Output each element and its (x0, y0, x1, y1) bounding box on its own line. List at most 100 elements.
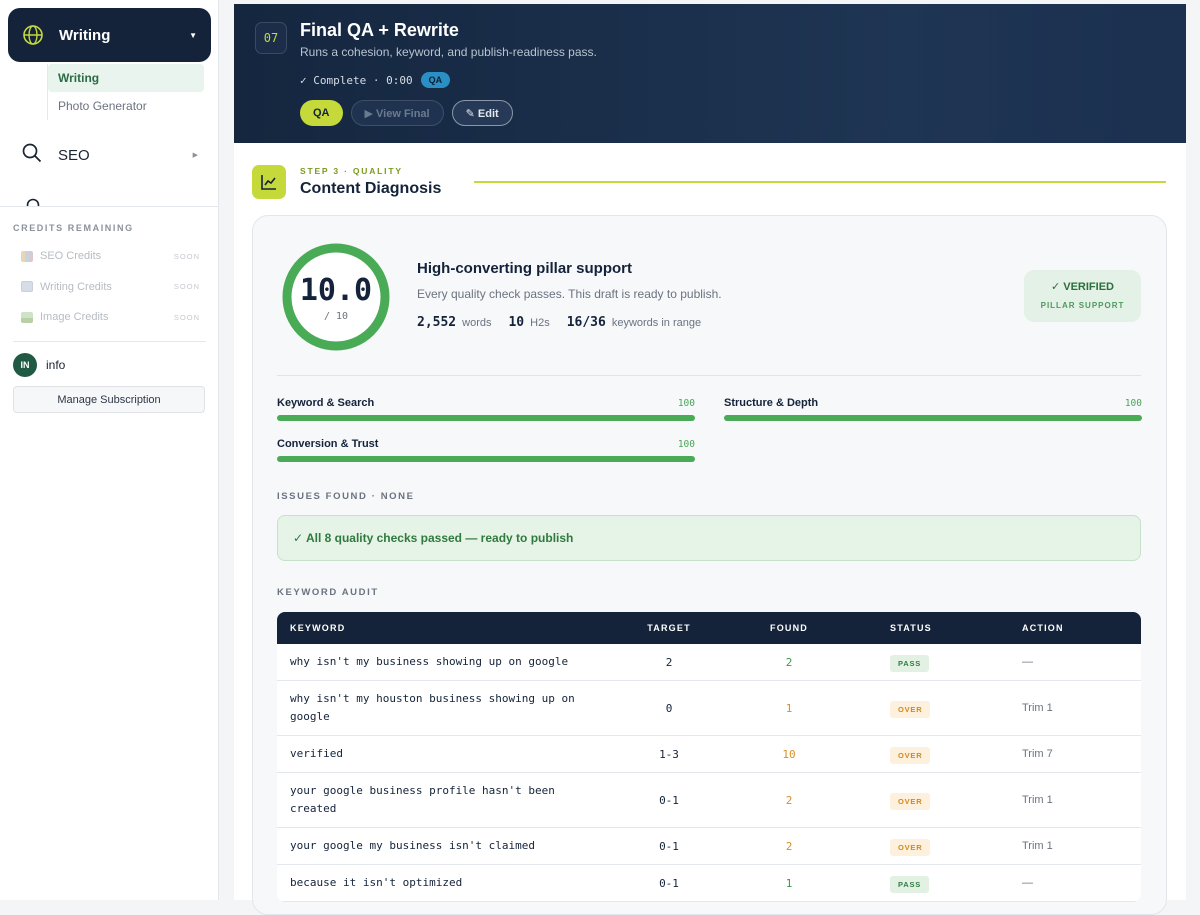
keyword-cell: because it isn't optimized (290, 876, 463, 889)
keyword-cell: why isn't my houston business showing up… (290, 692, 575, 723)
header-found[interactable]: FOUND (770, 623, 808, 633)
document-icon (21, 281, 33, 293)
user-name: info (46, 358, 66, 372)
keyword-cell: your google my business isn't claimed (290, 839, 536, 852)
target-cell: 0 (665, 701, 673, 715)
target-cell: 2 (665, 655, 673, 669)
step-number-badge: 07 (255, 22, 287, 54)
credit-row-image: Image Credits SOON (13, 302, 206, 333)
status-badge: PASS (890, 875, 930, 893)
user-profile[interactable]: IN info (13, 353, 65, 377)
main-content: 07 Final QA + Rewrite Runs a cohesion, k… (234, 4, 1186, 915)
status-cell: OVER (879, 791, 1021, 810)
target-cell: 1-3 (659, 747, 679, 761)
table-header: KEYWORD TARGET FOUND STATUS ACTION (277, 612, 1141, 644)
status-cell: OVER (879, 745, 1021, 764)
bar-chart-icon (21, 250, 33, 262)
status-cell: OVER (879, 699, 1021, 718)
step-status: ✓ Complete · 0:00 QA (300, 72, 451, 88)
issues-label: ISSUES FOUND · NONE (277, 491, 415, 502)
section-kicker: STEP 3 · QUALITY (300, 166, 403, 176)
table-row[interactable]: verified 1-3 10 OVER Trim 7 (277, 736, 1141, 773)
header-target[interactable]: TARGET (647, 623, 691, 633)
verdict-title: High-converting pillar support (417, 260, 633, 277)
category-label: Structure & Depth (724, 397, 819, 409)
verified-badge: ✓ VERIFIED PILLAR SUPPORT (1024, 270, 1141, 322)
score-ring-arc (282, 243, 390, 351)
stat-keywords: 16/36 keywords in range (566, 315, 702, 330)
score-value: 10.0 (299, 273, 373, 308)
status-badge: OVER (890, 746, 931, 764)
action-cell: Trim 1 (1022, 702, 1053, 714)
action-cell: — (1022, 656, 1033, 668)
action-cell: Trim 1 (1022, 794, 1053, 806)
step-actions: QA ▶ View Final ✎ Edit (300, 100, 513, 126)
header-status[interactable]: STATUS (890, 623, 932, 633)
category-progress (277, 415, 695, 421)
table-row[interactable]: why isn't my houston business showing up… (277, 681, 1141, 736)
keyword-cell: your google business profile hasn't been… (290, 784, 555, 815)
target-cell: 0-1 (659, 793, 679, 807)
table-row[interactable]: because it isn't optimized 0-1 1 PASS — (277, 865, 1141, 902)
subnav-item-writing[interactable]: Writing (48, 64, 204, 92)
avatar: IN (13, 353, 37, 377)
stat-h2s: 10 H2s (508, 315, 550, 330)
diagnosis-card: 10.0 / 10 High-converting pillar support… (252, 215, 1167, 915)
keyword-audit-table: KEYWORD TARGET FOUND STATUS ACTION why i… (277, 612, 1141, 902)
section-rule (474, 181, 1166, 183)
keyword-cell: why isn't my business showing up on goog… (290, 655, 569, 668)
table-body: why isn't my business showing up on goog… (277, 644, 1141, 902)
search-icon (22, 143, 42, 168)
found-cell: 2 (785, 655, 793, 669)
action-cell: Trim 1 (1022, 840, 1053, 852)
credits-panel: CREDITS REMAINING SEO Credits SOON Writi… (0, 206, 219, 333)
section-title: Content Diagnosis (300, 180, 442, 197)
credit-label: SEO Credits (40, 250, 102, 263)
status-badge: OVER (890, 700, 931, 718)
found-cell: 2 (785, 793, 793, 807)
nav-writing[interactable]: Writing ▼ (8, 8, 211, 62)
credit-label: Writing Credits (40, 280, 112, 293)
credit-label: Image Credits (40, 311, 109, 324)
category-bar-keyword-search: Keyword & Search 100 (277, 397, 695, 421)
header-action[interactable]: ACTION (1022, 623, 1064, 633)
verified-badge-title: ✓ VERIFIED (1050, 281, 1114, 293)
category-score: 100 (677, 439, 695, 450)
view-final-button[interactable]: ▶ View Final (350, 100, 444, 126)
status-text: ✓ Complete · 0:00 (300, 73, 413, 87)
caret-down-icon: ▼ (189, 31, 197, 40)
action-cell: Trim 7 (1022, 748, 1053, 760)
keyword-audit-label: KEYWORD AUDIT (277, 587, 379, 598)
stat-words: 2,552 words (417, 315, 492, 330)
header-keyword[interactable]: KEYWORD (290, 623, 346, 633)
writing-subnav: Writing Photo Generator (47, 64, 204, 120)
step-subtitle: Runs a cohesion, keyword, and publish-re… (300, 45, 597, 59)
step-title: Final QA + Rewrite (300, 20, 459, 40)
table-row[interactable]: why isn't my business showing up on goog… (277, 644, 1141, 681)
table-row[interactable]: your google business profile hasn't been… (277, 773, 1141, 828)
credit-status: SOON (173, 282, 200, 292)
status-badge: PASS (890, 654, 930, 672)
status-cell: OVER (879, 837, 1021, 856)
found-cell: 1 (785, 876, 793, 890)
nav-seo[interactable]: SEO ▶ (22, 142, 204, 168)
section-header: STEP 3 · QUALITY Content Diagnosis (252, 165, 441, 199)
manage-subscription-button[interactable]: Manage Subscription (13, 386, 205, 413)
category-progress (277, 456, 695, 462)
target-cell: 0-1 (659, 876, 679, 890)
qa-button[interactable]: QA (300, 100, 343, 126)
keyword-cell: verified (290, 747, 343, 760)
nav-seo-label: SEO (58, 146, 90, 164)
edit-button[interactable]: ✎ Edit (451, 100, 513, 126)
score-denominator: / 10 (323, 311, 349, 322)
credit-row-writing: Writing Credits SOON (13, 272, 206, 303)
found-cell: 1 (785, 701, 793, 715)
subnav-item-photo-generator[interactable]: Photo Generator (58, 99, 147, 113)
credits-heading: CREDITS REMAINING (13, 223, 134, 233)
table-row[interactable]: your google my business isn't claimed 0-1… (277, 828, 1141, 865)
image-icon (21, 311, 33, 323)
category-label: Keyword & Search (277, 397, 375, 409)
credit-status: SOON (173, 251, 200, 261)
category-label: Conversion & Trust (277, 438, 379, 450)
verdict-subtitle: Every quality check passes. This draft i… (417, 287, 722, 301)
